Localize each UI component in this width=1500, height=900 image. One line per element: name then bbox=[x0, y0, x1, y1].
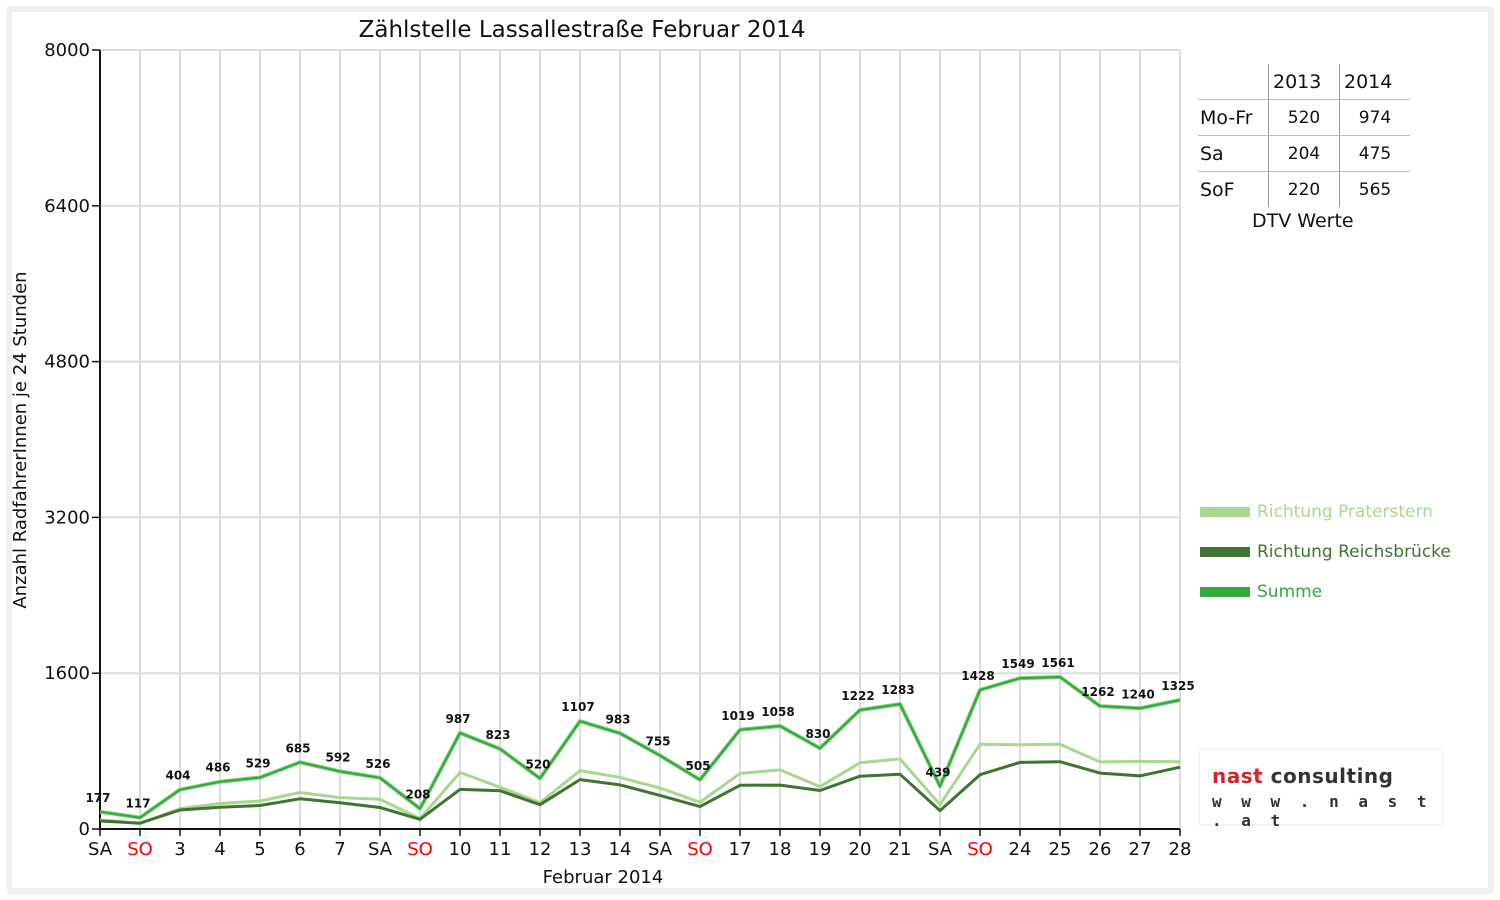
chart-legend: Richtung Praterstern Richtung Reichsbrüc… bbox=[1200, 492, 1451, 612]
data-label: 1058 bbox=[761, 705, 794, 719]
data-label: 983 bbox=[605, 712, 630, 726]
x-tick-label: SO bbox=[127, 839, 153, 860]
dtv-cell: 974 bbox=[1339, 99, 1410, 136]
x-tick-label: 24 bbox=[1009, 839, 1032, 860]
x-tick-label: 19 bbox=[809, 839, 832, 860]
y-tick-label: 3200 bbox=[44, 507, 90, 528]
data-label: 529 bbox=[245, 756, 270, 770]
x-tick-label: 3 bbox=[174, 839, 185, 860]
data-label: 1019 bbox=[721, 709, 754, 723]
y-tick-label: 0 bbox=[79, 819, 90, 840]
logo-word-consulting: consulting bbox=[1270, 764, 1394, 788]
dtv-row-label: SoF bbox=[1200, 178, 1235, 201]
dtv-header-2014: 2014 bbox=[1339, 64, 1410, 100]
x-tick-label: SO bbox=[407, 839, 433, 860]
x-tick-label: 28 bbox=[1169, 839, 1192, 860]
chart-title: Zählstelle Lassallestraße Februar 2014 bbox=[359, 17, 806, 43]
dtv-header-2013: 2013 bbox=[1268, 64, 1340, 100]
legend-item-praterstern: Richtung Praterstern bbox=[1200, 492, 1451, 532]
x-tick-label: SA bbox=[928, 839, 953, 860]
dtv-header-empty bbox=[1198, 64, 1269, 100]
x-tick-label: 14 bbox=[609, 839, 632, 860]
x-tick-label: 18 bbox=[769, 839, 792, 860]
data-label: 505 bbox=[685, 759, 710, 773]
x-tick-label: SA bbox=[368, 839, 393, 860]
data-label: 1107 bbox=[561, 700, 594, 714]
y-tick-label: 6400 bbox=[44, 196, 90, 217]
legend-swatch bbox=[1200, 547, 1250, 557]
x-tick-label: 12 bbox=[529, 839, 552, 860]
x-tick-label: 17 bbox=[729, 839, 752, 860]
series-line-praterstern bbox=[99, 742, 1181, 825]
data-label: 486 bbox=[205, 761, 230, 775]
data-label: 404 bbox=[165, 769, 190, 783]
data-label: 1283 bbox=[881, 683, 914, 697]
series-line-summe-halo bbox=[99, 675, 1181, 820]
data-label: 1240 bbox=[1121, 687, 1154, 701]
x-tick-label: 5 bbox=[254, 839, 265, 860]
data-label: 1549 bbox=[1001, 657, 1034, 671]
x-tick-label: 11 bbox=[489, 839, 512, 860]
data-label: 1222 bbox=[841, 689, 874, 703]
dtv-row-label: Sa bbox=[1198, 135, 1269, 172]
legend-item-summe: Summe bbox=[1200, 572, 1451, 612]
x-tick-label: SA bbox=[648, 839, 673, 860]
x-tick-label: 6 bbox=[294, 839, 305, 860]
data-label: 177 bbox=[85, 791, 110, 805]
logo-word-nast: nast bbox=[1212, 764, 1264, 788]
x-tick-label: 26 bbox=[1089, 839, 1112, 860]
y-tick-label: 1600 bbox=[44, 663, 90, 684]
dtv-cell: 475 bbox=[1339, 135, 1410, 172]
dtv-caption: DTV Werte bbox=[1252, 210, 1354, 232]
x-tick-label: SO bbox=[687, 839, 713, 860]
x-tick-label: 13 bbox=[569, 839, 592, 860]
dtv-cell: 220 bbox=[1268, 171, 1340, 207]
data-label: 520 bbox=[525, 757, 550, 771]
logo-url: w w w . n a s t . a t bbox=[1212, 792, 1432, 830]
series-line-reichsbruecke bbox=[99, 760, 1181, 825]
dtv-row-label: Mo-Fr bbox=[1198, 99, 1269, 136]
legend-label: Richtung Praterstern bbox=[1257, 502, 1433, 522]
x-tick-label: 25 bbox=[1049, 839, 1072, 860]
data-label: 439 bbox=[925, 765, 950, 779]
dtv-cell: 565 bbox=[1339, 171, 1410, 207]
data-label: 685 bbox=[285, 741, 310, 755]
y-tick-label: 4800 bbox=[44, 352, 90, 373]
data-label: 1428 bbox=[961, 669, 994, 683]
data-label: 117 bbox=[125, 797, 150, 811]
x-tick-label: 20 bbox=[849, 839, 872, 860]
data-label: 208 bbox=[405, 788, 430, 802]
logo-wordmark: nast consulting bbox=[1212, 764, 1393, 788]
legend-label: Richtung Reichsbrücke bbox=[1257, 542, 1451, 562]
x-tick-label: SO bbox=[967, 839, 993, 860]
data-label: 526 bbox=[365, 757, 390, 771]
data-label: 830 bbox=[805, 727, 830, 741]
x-tick-label: 4 bbox=[214, 839, 225, 860]
x-tick-label: 21 bbox=[889, 839, 912, 860]
data-label: 755 bbox=[645, 734, 670, 748]
x-tick-label: 27 bbox=[1129, 839, 1152, 860]
legend-label: Summe bbox=[1257, 582, 1323, 602]
dtv-cell: 204 bbox=[1268, 135, 1340, 172]
x-tick-label: SA bbox=[88, 839, 113, 860]
data-label: 1561 bbox=[1041, 656, 1074, 670]
data-label: 1262 bbox=[1081, 685, 1114, 699]
data-label: 592 bbox=[325, 750, 350, 764]
series-line-summe bbox=[99, 676, 1181, 819]
legend-swatch bbox=[1200, 587, 1250, 597]
legend-swatch bbox=[1200, 507, 1250, 517]
legend-item-reichsbruecke: Richtung Reichsbrücke bbox=[1200, 532, 1451, 572]
x-tick-label: 7 bbox=[334, 839, 345, 860]
company-logo: nast consulting w w w . n a s t . a t bbox=[1200, 750, 1442, 830]
data-label: 1325 bbox=[1161, 679, 1194, 693]
x-tick-label: 10 bbox=[449, 839, 472, 860]
dtv-cell: 520 bbox=[1268, 99, 1340, 136]
dtv-table: 2013 2014 Mo-Fr 520 974 Sa 204 475 SoF 2… bbox=[1198, 64, 1410, 207]
y-axis-label: Anzahl RadfahrerInnen je 24 Stunden bbox=[10, 271, 31, 608]
x-axis-label: Februar 2014 bbox=[543, 867, 664, 888]
y-tick-label: 8000 bbox=[44, 40, 90, 61]
data-label: 823 bbox=[485, 728, 510, 742]
data-label: 987 bbox=[445, 712, 470, 726]
